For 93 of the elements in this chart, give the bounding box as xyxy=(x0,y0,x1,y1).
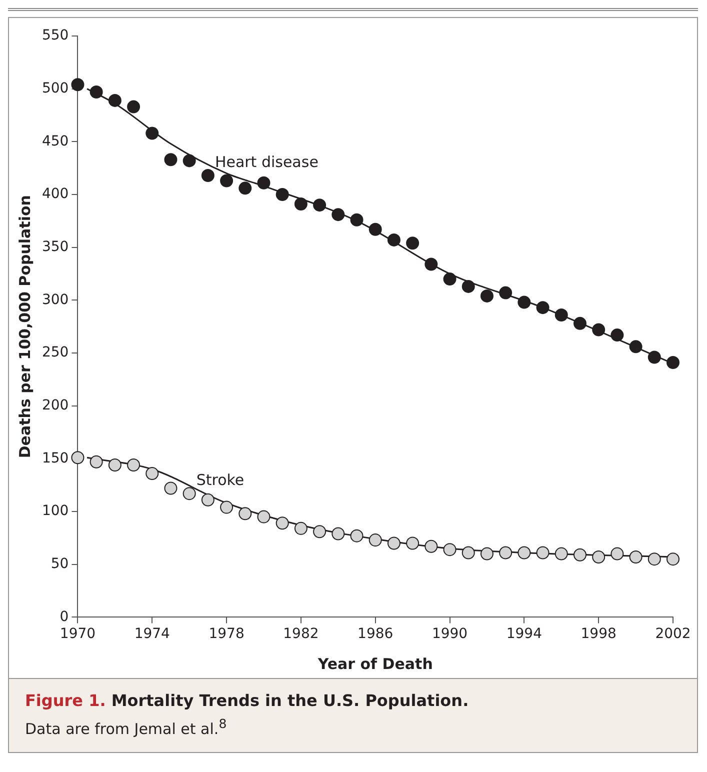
point xyxy=(443,543,456,556)
point xyxy=(406,236,420,250)
series-label: Heart disease xyxy=(214,152,318,171)
point xyxy=(573,316,586,330)
y-tick-label: 450 xyxy=(42,133,69,150)
y-tick-label: 50 xyxy=(50,556,69,572)
point xyxy=(648,552,661,566)
point xyxy=(201,168,214,182)
y-tick-label: 250 xyxy=(42,344,69,361)
point xyxy=(146,466,159,480)
series-label: Stroke xyxy=(196,470,244,489)
point xyxy=(554,547,568,560)
point xyxy=(592,323,606,336)
point xyxy=(294,198,308,211)
point xyxy=(610,547,624,560)
point xyxy=(592,550,606,564)
x-tick-label: 1994 xyxy=(506,626,542,642)
point xyxy=(499,546,512,560)
x-tick-label: 1970 xyxy=(60,626,96,642)
point xyxy=(276,188,289,202)
x-tick-label: 1986 xyxy=(358,626,394,642)
point xyxy=(518,296,531,309)
point xyxy=(127,458,140,472)
point xyxy=(350,213,364,226)
point xyxy=(629,340,642,354)
point xyxy=(573,548,586,562)
y-tick-label: 150 xyxy=(42,450,69,466)
x-tick-label: 1982 xyxy=(283,626,319,642)
point xyxy=(368,534,382,547)
point xyxy=(554,308,568,322)
point xyxy=(164,482,178,495)
point xyxy=(499,286,512,300)
point xyxy=(257,176,270,190)
point xyxy=(368,222,382,236)
y-tick-label: 300 xyxy=(42,292,69,308)
y-tick-label: 400 xyxy=(42,186,69,202)
point xyxy=(220,500,234,514)
point xyxy=(238,507,252,520)
x-tick-label: 1974 xyxy=(134,626,170,642)
point xyxy=(90,455,103,468)
text: Data are from Jemal et al.$^{8}$ xyxy=(25,716,228,738)
point xyxy=(387,536,400,550)
point xyxy=(648,350,661,364)
point xyxy=(462,546,475,560)
point xyxy=(182,487,196,500)
point xyxy=(536,301,550,314)
y-axis-title: Deaths per 100,000 Population xyxy=(16,195,34,458)
x-tick-label: 1998 xyxy=(580,626,616,642)
point xyxy=(164,153,178,166)
point xyxy=(201,493,214,506)
point xyxy=(108,458,122,472)
point xyxy=(220,174,234,188)
point xyxy=(387,233,400,246)
point xyxy=(332,527,345,540)
y-tick-label: 0 xyxy=(60,608,69,625)
point xyxy=(406,536,420,550)
point xyxy=(182,154,196,168)
point xyxy=(424,258,438,271)
point xyxy=(238,182,252,195)
point xyxy=(666,356,680,370)
point xyxy=(443,272,456,286)
point xyxy=(294,522,308,535)
x-tick-label: 1990 xyxy=(432,626,468,642)
y-tick-label: 500 xyxy=(42,80,69,96)
point xyxy=(518,546,531,560)
point xyxy=(462,280,475,293)
point xyxy=(536,546,550,560)
point xyxy=(90,86,103,99)
text: Figure 1. Mortality Trends in the U.S. Population. xyxy=(25,691,470,710)
point xyxy=(146,126,159,140)
y-tick-label: 200 xyxy=(42,397,69,414)
point xyxy=(313,198,326,212)
point xyxy=(350,529,364,542)
y-tick-label: 100 xyxy=(42,503,69,520)
point xyxy=(313,525,326,538)
point xyxy=(332,208,345,222)
point xyxy=(629,550,642,564)
y-tick-label: 350 xyxy=(42,238,69,255)
point xyxy=(424,540,438,553)
point xyxy=(108,94,122,107)
x-axis-title: Year of Death xyxy=(316,654,433,673)
point xyxy=(480,289,494,302)
point xyxy=(71,78,84,92)
point xyxy=(71,451,84,464)
x-tick-label: 2002 xyxy=(655,626,691,642)
point xyxy=(610,328,624,342)
y-tick-label: 550 xyxy=(42,28,69,44)
point xyxy=(127,100,140,114)
point xyxy=(666,552,680,566)
point xyxy=(276,516,289,530)
x-tick-label: 1978 xyxy=(208,626,244,642)
point xyxy=(480,547,494,560)
point xyxy=(257,510,270,524)
